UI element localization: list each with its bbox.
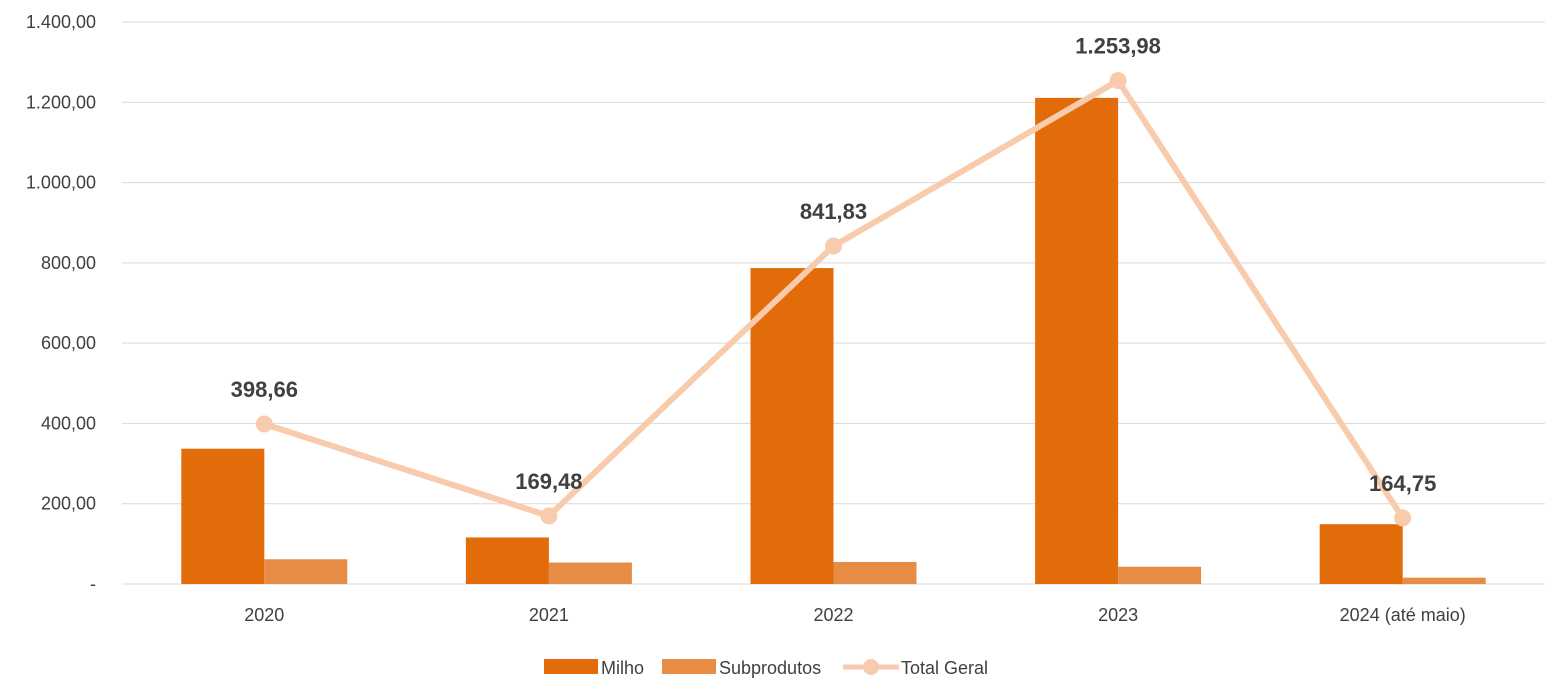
- total-marker: [255, 415, 273, 433]
- legend-swatch: [662, 659, 716, 674]
- legend-swatch-marker: [863, 659, 879, 675]
- legend-label: Subprodutos: [719, 658, 821, 678]
- total-data-label: 169,48: [515, 469, 582, 494]
- x-tick-label: 2022: [813, 605, 853, 625]
- y-tick-label: 1.400,00: [26, 12, 96, 32]
- legend-label: Total Geral: [901, 658, 988, 678]
- bar-subprodutos: [548, 562, 632, 584]
- legend: Milho Subprodutos Total Geral: [544, 658, 988, 678]
- bar-milho: [1319, 524, 1403, 584]
- bar-milho: [465, 537, 549, 584]
- y-tick-label: 200,00: [41, 494, 96, 514]
- total-marker: [1109, 72, 1127, 90]
- total-data-label: 1.253,98: [1075, 34, 1161, 59]
- y-tick-label: 800,00: [41, 253, 96, 273]
- total-marker: [1394, 509, 1412, 527]
- legend-item-total-geral: Total Geral: [843, 658, 988, 678]
- y-tick-label: 400,00: [41, 413, 96, 433]
- total-data-label: 164,75: [1369, 471, 1436, 496]
- legend-label: Milho: [601, 658, 644, 678]
- bar-subprodutos: [1118, 566, 1202, 584]
- y-tick-label: 600,00: [41, 333, 96, 353]
- x-tick-label: 2021: [529, 605, 569, 625]
- x-axis-tick-labels: 2020 2021 2022 2023 2024 (até maio): [244, 605, 1465, 625]
- bar-subprodutos: [1402, 577, 1486, 584]
- y-tick-label: 1.000,00: [26, 173, 96, 193]
- legend-swatch: [544, 659, 598, 674]
- data-labels: 398,66 169,48 841,83 1.253,98 164,75: [231, 34, 1437, 496]
- x-tick-label: 2024 (até maio): [1340, 605, 1466, 625]
- legend-item-milho: Milho: [544, 658, 644, 678]
- total-data-label: 398,66: [231, 377, 298, 402]
- bar-subprodutos: [264, 559, 348, 584]
- y-axis-tick-labels: - 200,00 400,00 600,00 800,00 1.000,00 1.200,0…: [26, 12, 96, 594]
- bar-milho: [1035, 97, 1119, 585]
- bar-milho: [181, 448, 265, 584]
- total-data-label: 841,83: [800, 199, 867, 224]
- total-marker: [540, 507, 558, 525]
- bar-subprodutos: [833, 561, 917, 584]
- bars: [181, 97, 1486, 585]
- x-tick-label: 2020: [244, 605, 284, 625]
- y-tick-label: -: [90, 574, 96, 594]
- bar-milho: [750, 268, 834, 584]
- total-line: [255, 72, 1412, 527]
- x-tick-label: 2023: [1098, 605, 1138, 625]
- y-tick-label: 1.200,00: [26, 92, 96, 112]
- legend-item-subprodutos: Subprodutos: [662, 658, 821, 678]
- total-marker: [825, 237, 842, 255]
